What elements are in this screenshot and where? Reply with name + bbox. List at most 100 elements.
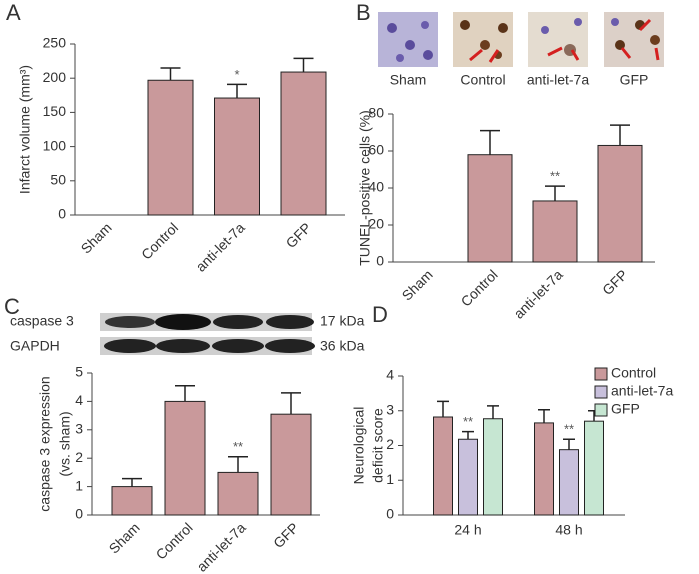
x-tick-label: GFP [283,219,315,251]
y-axis-label: Neurological [351,407,367,485]
y-tick-label: 50 [50,172,66,188]
y-tick-label: 0 [376,253,384,269]
y-tick-label: 0 [75,506,83,522]
bar [458,438,478,516]
x-tick-label: Control [138,219,181,262]
x-tick-label: Control [153,519,196,562]
y-tick-label: 5 [75,364,83,380]
bar [532,200,578,263]
blot-size: 17 kDa [320,313,365,329]
y-tick-label: 150 [43,103,67,119]
legend-label: anti-let-7a [611,383,673,399]
legend-swatch [594,367,608,381]
y-tick-label: 0 [386,506,394,522]
error-bar [228,456,248,473]
x-tick-label: Control [458,266,501,309]
error-bar [545,185,565,201]
y-tick-label: 2 [75,449,83,465]
error-bar [610,124,630,146]
bar [483,418,503,516]
y-tick-label: 0 [58,206,66,222]
bar [270,413,312,516]
panel-letter: D [372,302,388,327]
significance: ** [564,422,574,437]
x-tick-label: anti-let-7a [510,266,565,321]
error-bar [563,438,575,450]
legend-swatch [594,385,608,399]
error-bar [160,67,181,81]
western-blot [100,313,315,355]
x-tick-label: GFP [270,519,302,551]
x-tick-label: Sham [78,219,115,256]
bar [217,471,259,516]
y-tick-label: 20 [368,216,384,232]
panel-letter: B [356,0,371,25]
y-tick-label: 3 [75,421,83,437]
error-bar [462,430,474,440]
error-bar [437,400,449,418]
bar [467,154,513,263]
error-bar [293,57,314,73]
significance: ** [550,169,560,184]
image-label: anti-let-7a [527,72,589,88]
blot-label: caspase 3 [10,313,74,329]
y-axis-label: (vs. sham) [57,411,73,476]
error-bar [538,408,550,423]
x-tick-label: GFP [599,266,631,298]
micrographs [378,12,664,67]
blot-size: 36 kDa [320,338,365,354]
image-label: GFP [620,72,649,88]
panel-letter: A [6,0,21,25]
error-bar [175,385,195,402]
y-tick-label: 200 [43,69,67,85]
bar [534,422,554,516]
error-bar [122,477,142,487]
blot-label: GAPDH [10,338,60,354]
bar [597,144,643,263]
y-tick-label: 40 [368,179,384,195]
bar [111,486,153,516]
x-tick-label: Sham [399,266,436,303]
error-bar [227,83,247,99]
y-tick-label: 4 [75,392,83,408]
bar [280,71,327,216]
image-label: Sham [390,72,427,88]
panel-letter: C [4,294,20,319]
legend-label: Control [611,365,656,381]
y-axis-label: caspase 3 expression [37,376,53,511]
bar [147,79,194,216]
y-tick-label: 1 [75,477,83,493]
bar [433,416,453,516]
y-tick-label: 1 [386,471,394,487]
image-control [453,12,513,67]
y-axis-label: deficit score [370,408,386,483]
x-tick-label: anti-let-7a [193,519,248,574]
bar [559,449,579,516]
significance: ** [233,439,243,454]
legend-label: GFP [611,401,640,417]
bar [164,400,206,516]
significance: ** [463,414,473,429]
image-label: Control [460,72,505,88]
x-tick-label: Sham [106,519,143,556]
x-tick-label: anti-let-7a [192,219,247,274]
y-tick-label: 3 [386,401,394,417]
y-tick-label: 250 [43,35,67,51]
error-bar [281,392,301,415]
y-axis-label: TUNEL-positive cells (%) [357,110,373,266]
x-tick-label: 24 h [454,522,481,538]
y-tick-label: 2 [386,436,394,452]
bar [584,420,604,516]
error-bar [480,129,500,155]
legend-swatch [594,403,608,417]
y-tick-label: 100 [43,137,67,153]
x-tick-label: 48 h [555,522,582,538]
y-tick-label: 80 [368,105,384,121]
error-bar [487,405,499,419]
significance: * [234,67,239,82]
y-tick-label: 4 [386,367,394,383]
bar [214,97,260,216]
y-axis-label: Infarct volume (mm³) [17,65,33,194]
y-tick-label: 60 [368,142,384,158]
